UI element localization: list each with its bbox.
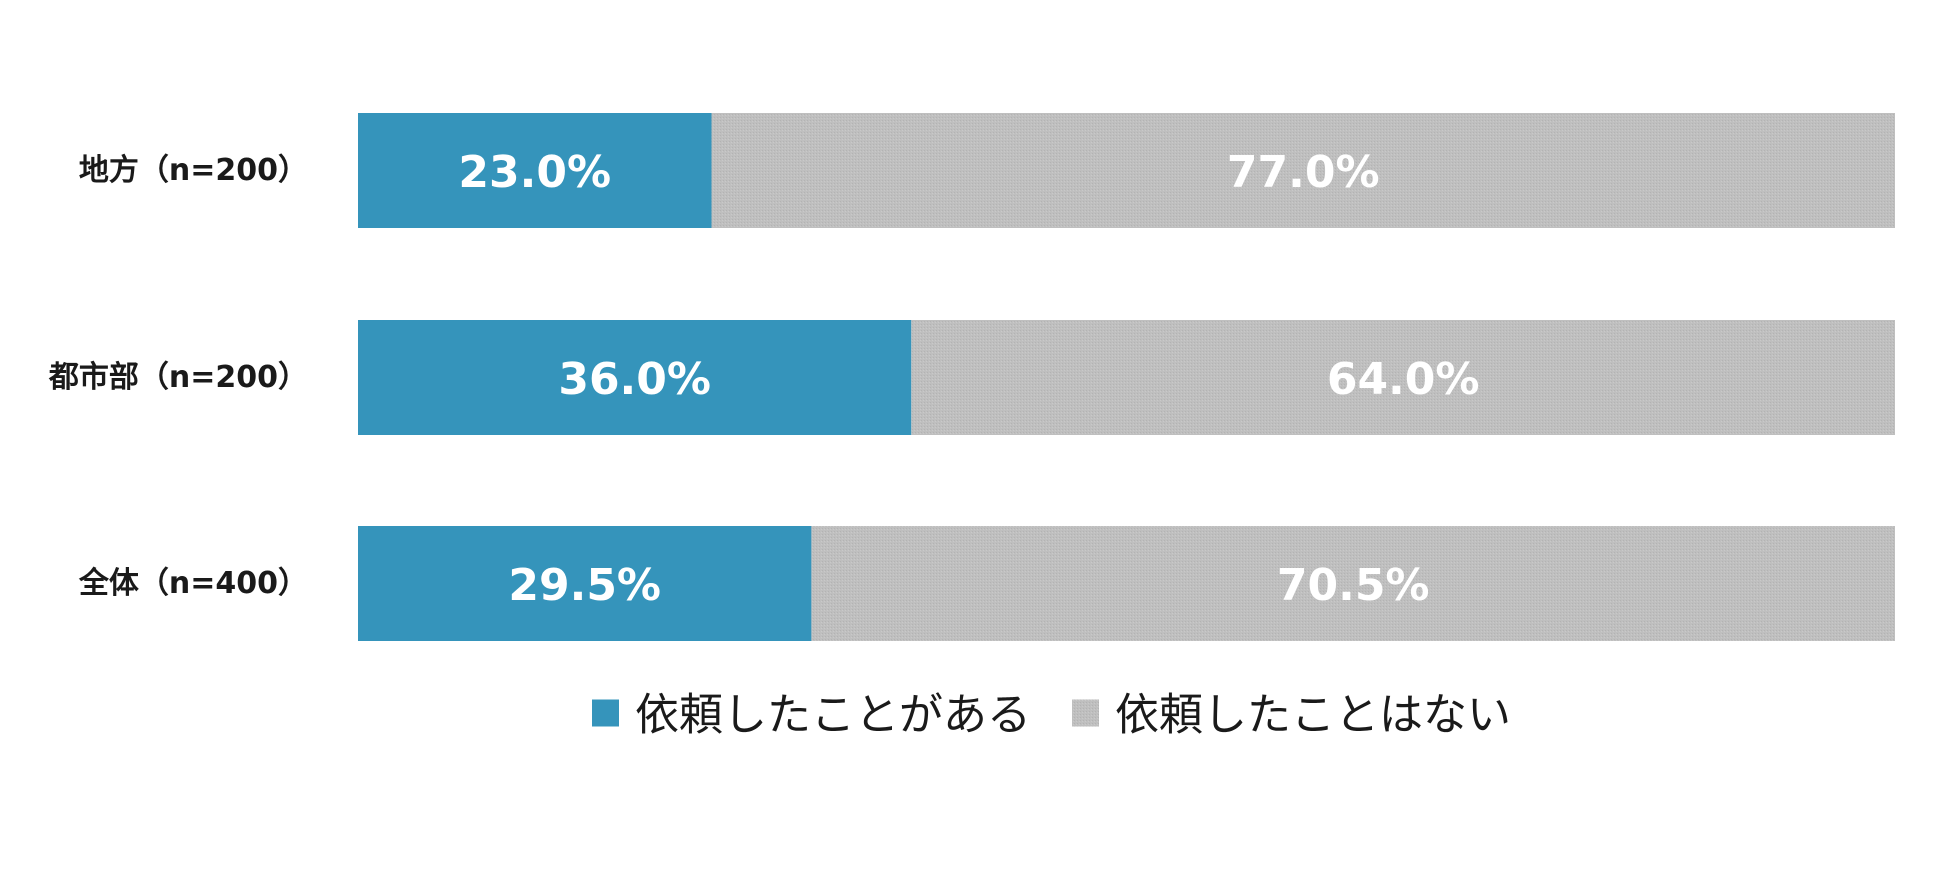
data-label: 64.0% xyxy=(1327,354,1480,405)
bars xyxy=(358,113,1895,641)
category-label: 都市部（n=200） xyxy=(48,360,308,395)
data-label: 77.0% xyxy=(1227,147,1380,198)
bar-segment-requested xyxy=(358,526,812,641)
bar-segment-not-requested xyxy=(711,113,1895,228)
legend-swatch xyxy=(592,699,619,727)
bar-segment-not-requested xyxy=(811,526,1895,641)
legend-label: 依頼したことがある xyxy=(635,690,1031,741)
data-label: 23.0% xyxy=(458,147,611,198)
category-label: 地方（n=200） xyxy=(79,153,308,188)
data-label: 70.5% xyxy=(1277,560,1430,611)
bar-segment-not-requested xyxy=(911,320,1895,435)
bar-segment-requested xyxy=(358,113,712,228)
legend: 依頼したことがある 依頼したことはない xyxy=(592,690,1511,741)
data-labels: 23.0% 77.0% 36.0% 64.0% 29.5% 70.5% xyxy=(458,147,1479,611)
category-labels: 地方（n=200） 都市部（n=200） 全体（n=400） xyxy=(48,153,308,601)
data-label: 29.5% xyxy=(508,560,661,611)
category-label: 全体（n=400） xyxy=(78,566,308,601)
bar-segment-requested xyxy=(358,320,912,435)
legend-label: 依頼したことはない xyxy=(1115,690,1511,741)
data-label: 36.0% xyxy=(558,354,711,405)
legend-swatch xyxy=(1072,699,1099,727)
